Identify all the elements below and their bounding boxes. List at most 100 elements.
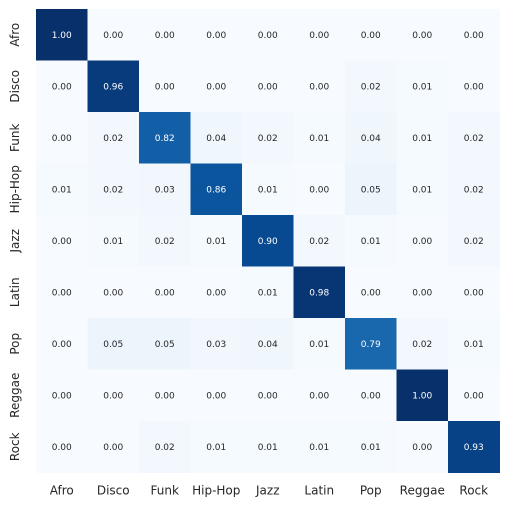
heatmap-cell [448, 9, 500, 61]
cell-value-label: 0.01 [361, 237, 381, 247]
cell-value-label: 0.00 [361, 31, 381, 41]
heatmap-cell [190, 215, 243, 267]
cell-value-label: 0.00 [52, 340, 72, 350]
cell-value-label: 0.02 [412, 340, 432, 350]
heatmap-cell [293, 318, 346, 370]
heatmap-cell [36, 163, 88, 216]
cell-value-label: 0.00 [464, 288, 484, 298]
cell-value-label: 0.00 [155, 31, 175, 41]
cell-value-label: 0.00 [309, 82, 329, 92]
cell-value-label: 0.00 [52, 134, 72, 144]
cell-value-label: 0.00 [155, 82, 175, 92]
cell-value-label: 0.01 [464, 340, 484, 350]
heatmap-cell [448, 421, 500, 473]
heatmap-cell [345, 421, 397, 473]
cell-value-label: 0.01 [258, 443, 278, 453]
cell-value-label: 0.02 [309, 237, 329, 247]
cell-value-label: 0.00 [258, 31, 278, 41]
cell-value-label: 0.02 [103, 134, 123, 144]
heatmap-cell [293, 369, 346, 422]
heatmap-cell [139, 266, 191, 319]
heatmap-cell [87, 60, 140, 113]
cell-value-label: 0.00 [52, 237, 72, 247]
cell-value-label: 0.01 [309, 134, 329, 144]
heatmap-cell [242, 266, 294, 319]
heatmap-cell [190, 60, 243, 113]
heatmap-cell [345, 318, 397, 370]
x-tick-label: Afro [50, 484, 74, 498]
cell-value-label: 0.01 [258, 288, 278, 298]
x-tick-label: Latin [304, 484, 334, 498]
heatmap-cell [36, 9, 88, 61]
cell-value-label: 1.00 [52, 31, 72, 41]
cell-value-label: 0.02 [155, 237, 175, 247]
y-tick-label: Jazz [8, 229, 22, 254]
heatmap-cell [448, 266, 500, 319]
cell-value-label: 0.00 [412, 31, 432, 41]
heatmap-cell [293, 421, 346, 473]
heatmap-cell [190, 318, 243, 370]
heatmap-cell [190, 163, 243, 216]
heatmap-cell [36, 266, 88, 319]
cell-value-label: 0.00 [52, 288, 72, 298]
cell-value-label: 0.00 [52, 443, 72, 453]
x-tick-label: Rock [459, 484, 488, 498]
cell-value-label: 0.00 [412, 288, 432, 298]
cell-value-label: 0.00 [464, 82, 484, 92]
cell-value-label: 0.01 [412, 82, 432, 92]
heatmap-cell [139, 215, 191, 267]
cell-value-label: 0.01 [412, 185, 432, 195]
cell-value-label: 0.90 [258, 237, 278, 247]
heatmap-cell [190, 369, 243, 422]
heatmap-cell [345, 163, 397, 216]
x-tick-label: Jazz [255, 484, 280, 498]
cell-value-label: 0.93 [464, 443, 484, 453]
heatmap-cell [190, 421, 243, 473]
heatmap-cell [293, 9, 346, 61]
heatmap-cell [293, 215, 346, 267]
heatmap-cell [345, 9, 397, 61]
cell-value-label: 0.00 [361, 391, 381, 401]
cell-value-label: 0.01 [206, 237, 226, 247]
cell-value-label: 0.04 [361, 134, 381, 144]
heatmap-cell [293, 112, 346, 164]
y-tick-label: Hip-Hop [8, 165, 22, 213]
heatmap-cell [396, 112, 449, 164]
cell-value-label: 0.00 [464, 391, 484, 401]
x-tick-label: Reggae [400, 484, 445, 498]
cell-value-label: 0.04 [206, 134, 226, 144]
cell-value-label: 0.00 [412, 237, 432, 247]
cell-value-label: 0.01 [258, 185, 278, 195]
cell-value-label: 0.02 [464, 134, 484, 144]
cell-value-label: 0.00 [309, 185, 329, 195]
heatmap-cell [190, 9, 243, 61]
heatmap-cell [36, 318, 88, 370]
cell-value-label: 0.02 [464, 185, 484, 195]
cell-value-label: 0.03 [206, 340, 226, 350]
heatmap-cell [396, 421, 449, 473]
heatmap-cell [242, 163, 294, 216]
heatmap-cell [36, 421, 88, 473]
heatmap-cell [139, 60, 191, 113]
y-tick-label: Afro [8, 23, 22, 47]
cell-value-label: 0.98 [309, 288, 329, 298]
x-tick-label: Funk [151, 484, 179, 498]
cell-value-label: 0.01 [309, 340, 329, 350]
heatmap-cell [190, 112, 243, 164]
heatmap-cell [242, 421, 294, 473]
cell-value-label: 0.05 [361, 185, 381, 195]
cell-value-label: 0.00 [52, 82, 72, 92]
cell-value-label: 0.00 [206, 391, 226, 401]
heatmap-cell [87, 163, 140, 216]
cell-value-label: 0.00 [464, 31, 484, 41]
heatmap-cell [87, 215, 140, 267]
cell-value-label: 0.00 [103, 288, 123, 298]
heatmap-cell [242, 60, 294, 113]
heatmap-cell [448, 215, 500, 267]
cell-value-label: 0.00 [103, 391, 123, 401]
cell-value-label: 0.02 [155, 443, 175, 453]
cell-value-label: 0.01 [361, 443, 381, 453]
heatmap-cell [345, 369, 397, 422]
